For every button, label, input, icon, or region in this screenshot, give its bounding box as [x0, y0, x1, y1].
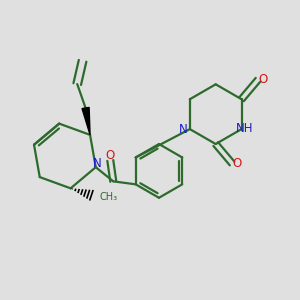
Text: O: O [105, 148, 115, 162]
Text: CH₃: CH₃ [100, 192, 118, 202]
Text: O: O [258, 73, 267, 86]
Text: O: O [232, 157, 242, 170]
Text: NH: NH [236, 122, 253, 135]
Text: N: N [93, 157, 102, 170]
Polygon shape [82, 107, 90, 135]
Text: N: N [179, 123, 188, 136]
